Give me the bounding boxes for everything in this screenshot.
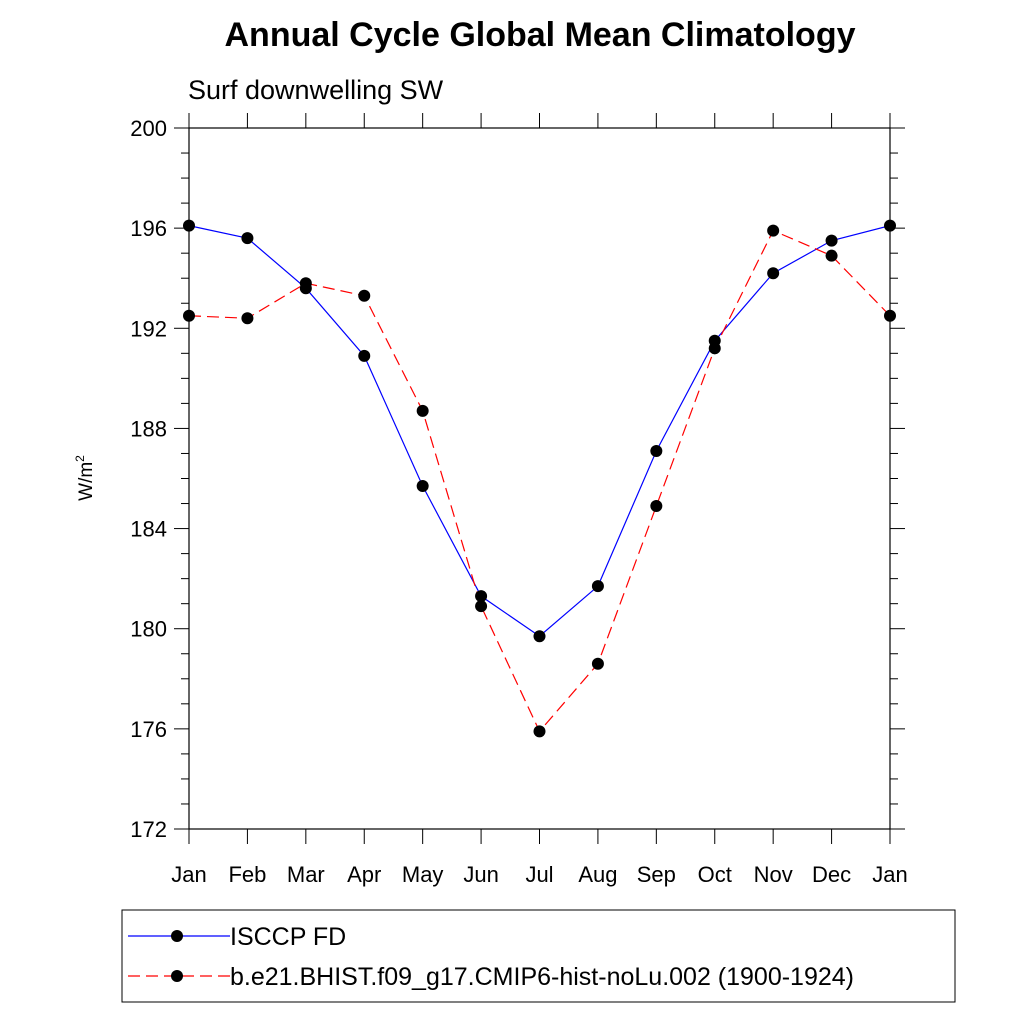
- data-point-series-0: [241, 232, 254, 245]
- data-point-series-1: [299, 277, 312, 290]
- data-point-series-0: [183, 219, 195, 232]
- plot-frame: [188, 127, 891, 830]
- y-tick-label: 176: [130, 717, 167, 742]
- data-point-series-0: [358, 349, 371, 362]
- data-point-series-0: [884, 219, 896, 232]
- x-tick-label: May: [402, 862, 444, 887]
- x-tick-label: Jan: [171, 862, 206, 887]
- legend-box: [121, 909, 956, 1003]
- x-tick-label: Feb: [228, 862, 266, 887]
- x-tick-label: Jul: [525, 862, 553, 887]
- data-point-series-0: [825, 234, 838, 247]
- series-layer: [183, 219, 896, 738]
- legend: ISCCP FD b.e21.BHIST.f09_g17.CMIP6-hist-n…: [128, 923, 854, 991]
- x-tick-label: Oct: [698, 862, 732, 887]
- data-point-series-1: [708, 342, 721, 355]
- y-tick-label: 192: [130, 316, 167, 341]
- data-point-series-1: [475, 600, 488, 613]
- y-tick-label: 180: [130, 617, 167, 642]
- data-point-series-0: [533, 630, 546, 643]
- x-tick-label: Mar: [287, 862, 325, 887]
- y-tick-label: 188: [130, 416, 167, 441]
- data-point-series-1: [416, 404, 429, 417]
- x-tick-label: Dec: [812, 862, 851, 887]
- x-tick-label: Sep: [637, 862, 676, 887]
- x-tick-label: Jan: [872, 862, 907, 887]
- data-point-series-1: [825, 249, 838, 262]
- series-line-1: [188, 229, 891, 733]
- axes: Jan Feb Mar Apr May Jun Jul Aug Sep Oct Nov Dec Jan1…: [130, 113, 908, 887]
- data-point-series-1: [884, 309, 896, 322]
- legend-marker-1: [171, 970, 183, 982]
- data-point-series-1: [767, 224, 780, 237]
- x-tick-label: Nov: [754, 862, 793, 887]
- y-tick-label: 172: [130, 817, 167, 842]
- x-tick-label: Aug: [578, 862, 617, 887]
- data-point-series-1: [533, 725, 546, 738]
- y-tick-label: 196: [130, 216, 167, 241]
- data-point-series-1: [591, 657, 604, 670]
- legend-marker-0: [171, 930, 183, 942]
- x-tick-label: Apr: [347, 862, 381, 887]
- y-axis-label: W/m2: [73, 455, 97, 501]
- legend-label-1: b.e21.BHIST.f09_g17.CMIP6-hist-noLu.002 …: [230, 963, 854, 991]
- chart-subtitle: Surf downwelling SW: [188, 75, 444, 105]
- data-point-series-0: [475, 590, 488, 603]
- x-tick-label: Jun: [463, 862, 498, 887]
- series-line-0: [188, 225, 891, 637]
- data-point-series-0: [767, 267, 780, 280]
- data-point-series-0: [650, 444, 663, 457]
- data-point-series-0: [416, 480, 429, 493]
- data-point-series-1: [183, 309, 195, 322]
- data-point-series-1: [358, 289, 371, 302]
- data-point-series-1: [241, 312, 254, 325]
- data-point-series-0: [591, 580, 604, 593]
- y-tick-label: 184: [130, 517, 167, 542]
- y-axis-label-superscript: 2: [73, 455, 87, 462]
- y-tick-label: 200: [130, 116, 167, 141]
- legend-label-0: ISCCP FD: [230, 923, 346, 951]
- data-point-series-1: [650, 500, 663, 513]
- chart-title: Annual Cycle Global Mean Climatology: [225, 16, 856, 54]
- y-axis-label-text: W/m: [76, 462, 97, 501]
